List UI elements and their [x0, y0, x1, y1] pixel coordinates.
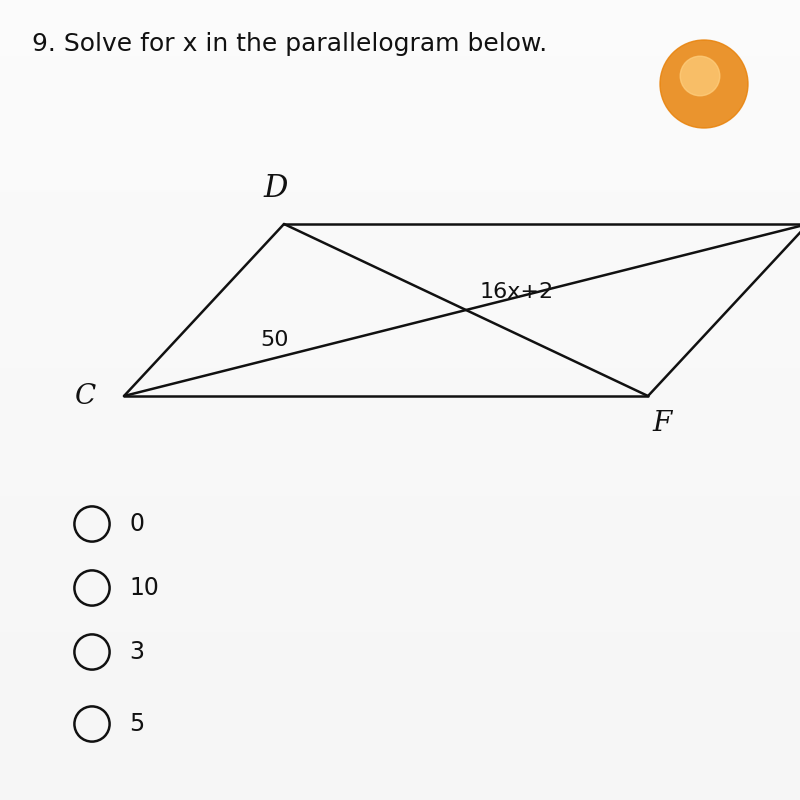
Text: D: D [264, 173, 288, 204]
Circle shape [660, 40, 748, 128]
Text: C: C [74, 382, 96, 410]
Text: 50: 50 [260, 330, 289, 350]
Text: 10: 10 [130, 576, 159, 600]
Text: F: F [652, 410, 671, 437]
Text: 3: 3 [130, 640, 145, 664]
Circle shape [680, 56, 720, 96]
Text: 16x+2: 16x+2 [480, 282, 554, 302]
Text: 5: 5 [130, 712, 145, 736]
Text: 0: 0 [130, 512, 145, 536]
Text: 9. Solve for x in the parallelogram below.: 9. Solve for x in the parallelogram belo… [32, 32, 547, 56]
